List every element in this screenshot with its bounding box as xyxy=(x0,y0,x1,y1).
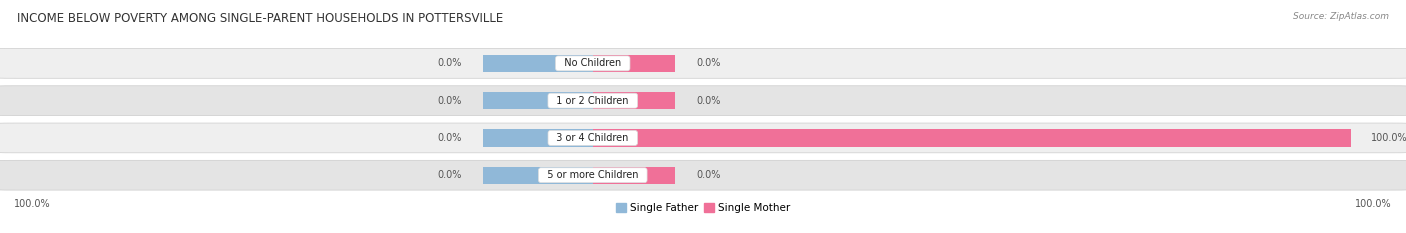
FancyBboxPatch shape xyxy=(0,160,1406,190)
Text: 0.0%: 0.0% xyxy=(696,170,720,180)
Text: INCOME BELOW POVERTY AMONG SINGLE-PARENT HOUSEHOLDS IN POTTERSVILLE: INCOME BELOW POVERTY AMONG SINGLE-PARENT… xyxy=(17,12,503,25)
Text: 0.0%: 0.0% xyxy=(437,133,461,143)
Text: 0.0%: 0.0% xyxy=(437,96,461,106)
FancyBboxPatch shape xyxy=(0,123,1406,153)
Bar xyxy=(593,92,675,109)
Text: 100.0%: 100.0% xyxy=(14,199,51,209)
Bar xyxy=(593,55,675,72)
FancyBboxPatch shape xyxy=(0,48,1406,78)
Text: 100.0%: 100.0% xyxy=(1355,199,1392,209)
Text: 0.0%: 0.0% xyxy=(696,96,720,106)
Text: 100.0%: 100.0% xyxy=(1371,133,1406,143)
Bar xyxy=(593,129,1351,147)
Bar xyxy=(482,167,593,184)
Text: 3 or 4 Children: 3 or 4 Children xyxy=(551,133,636,143)
Bar xyxy=(482,92,593,109)
Text: 0.0%: 0.0% xyxy=(437,170,461,180)
FancyBboxPatch shape xyxy=(0,86,1406,116)
Text: 0.0%: 0.0% xyxy=(696,58,720,68)
Text: 5 or more Children: 5 or more Children xyxy=(541,170,644,180)
Text: Source: ZipAtlas.com: Source: ZipAtlas.com xyxy=(1294,12,1389,21)
Bar xyxy=(482,129,593,147)
Text: No Children: No Children xyxy=(558,58,627,68)
Bar xyxy=(482,55,593,72)
Text: 1 or 2 Children: 1 or 2 Children xyxy=(550,96,636,106)
Legend: Single Father, Single Mother: Single Father, Single Mother xyxy=(612,199,794,217)
Text: 0.0%: 0.0% xyxy=(437,58,461,68)
Bar xyxy=(593,167,675,184)
